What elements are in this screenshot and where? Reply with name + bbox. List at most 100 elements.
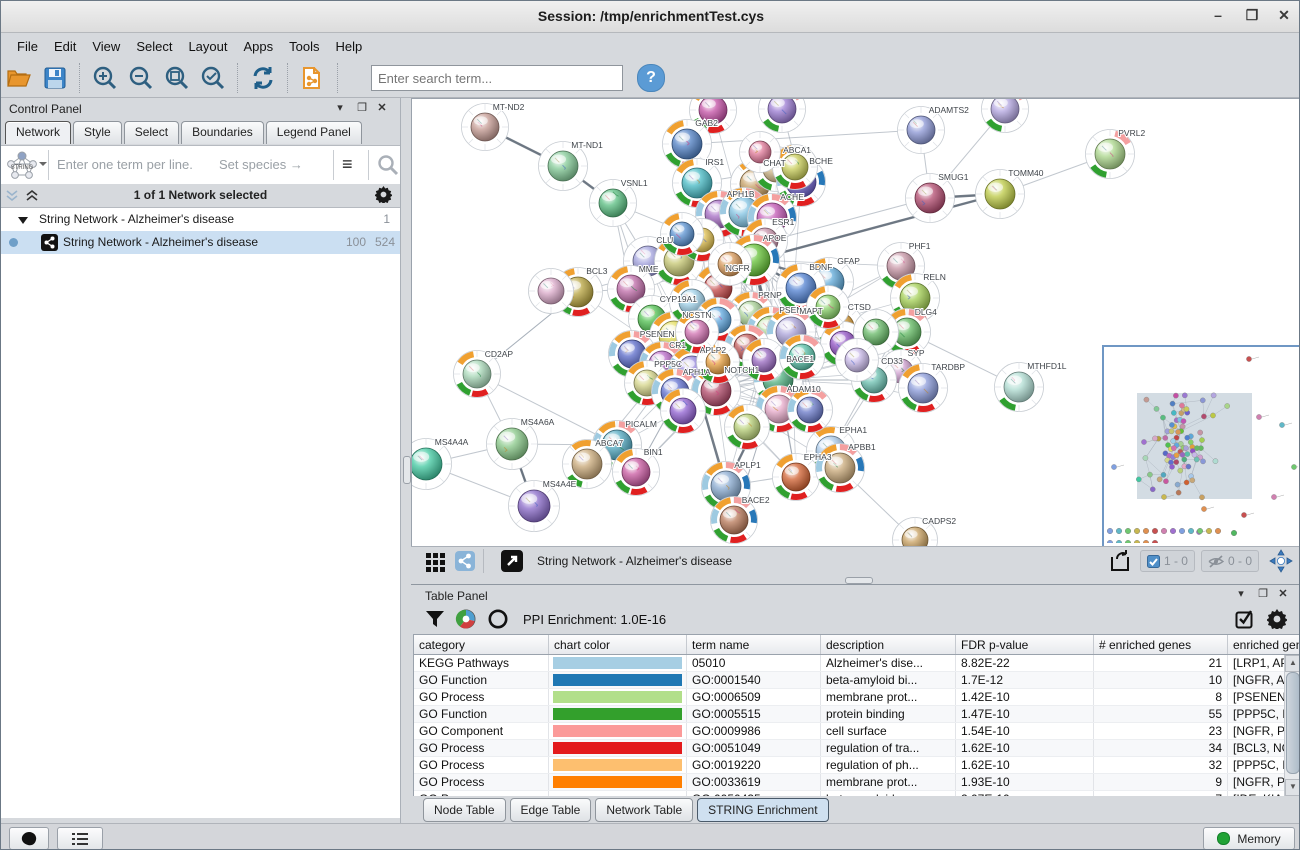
protein-node[interactable]	[905, 173, 955, 223]
column-header-FDR-p-value[interactable]: FDR p-value	[955, 635, 1094, 655]
protein-node[interactable]	[779, 334, 825, 380]
column-header-category[interactable]: category	[414, 635, 549, 655]
save-icon[interactable]	[40, 63, 70, 93]
enrichment-pie-icon[interactable]	[455, 608, 477, 630]
protein-node[interactable]	[772, 453, 820, 501]
string-search-icon[interactable]	[377, 154, 399, 176]
table-row[interactable]: GO Process GO:0051049 regulation of tra...…	[414, 739, 1299, 757]
table-row[interactable]: GO Component GO:0009986 cell surface 1.54E-…	[414, 722, 1299, 740]
protein-node[interactable]	[660, 388, 706, 434]
table-settings-gear-icon[interactable]	[1267, 609, 1287, 629]
column-header-enriched-genes[interactable]: enriched genes	[1227, 635, 1299, 655]
birds-eye-view[interactable]	[1102, 345, 1299, 546]
maximize-button[interactable]: ❐	[1245, 7, 1259, 23]
protein-node[interactable]	[528, 268, 574, 314]
protein-node[interactable]	[1085, 129, 1135, 179]
network-graph[interactable]: MT-ND2 MT-ND1 VSNL1 GAB2 ADAMTS2 PVRL2 SMUG1 TO…	[412, 99, 1300, 546]
scroll-up-icon[interactable]: ▲	[1285, 655, 1299, 672]
table-row[interactable]: GO Process GO:0006509 membrane prot... 1.42…	[414, 688, 1299, 706]
protein-node[interactable]	[892, 517, 938, 547]
cytoscape-logo-button[interactable]	[9, 827, 49, 849]
tab-edge-table[interactable]: Edge Table	[509, 798, 592, 822]
protein-node[interactable]	[742, 338, 786, 382]
network-row-selected[interactable]: String Network - Alzheimer's disease 100…	[1, 231, 400, 254]
protein-node[interactable]	[562, 439, 612, 489]
task-history-button[interactable]	[57, 827, 103, 849]
help-icon[interactable]: ?	[637, 64, 665, 92]
select-columns-icon[interactable]	[1235, 609, 1255, 629]
protein-node[interactable]	[739, 131, 781, 173]
column-header-term-name[interactable]: term name	[686, 635, 821, 655]
network-canvas[interactable]: MT-ND2 MT-ND1 VSNL1 GAB2 ADAMTS2 PVRL2 SMUG1 TO…	[411, 98, 1300, 546]
protein-node[interactable]	[975, 169, 1025, 219]
export-network-icon[interactable]	[1108, 549, 1134, 573]
network-collection-row[interactable]: String Network - Alzheimer's disease 1	[1, 208, 400, 231]
protein-node[interactable]	[675, 310, 719, 354]
protein-node[interactable]	[758, 99, 806, 133]
protein-node[interactable]	[806, 285, 850, 329]
open-in-string-icon[interactable]	[501, 550, 523, 572]
search-input[interactable]	[371, 65, 623, 91]
collapse-all-icon[interactable]	[5, 188, 23, 203]
table-row[interactable]: GO Process GO:0050435beta-amyloid m...2.0…	[414, 790, 1299, 796]
tab-string-enrichment[interactable]: STRING Enrichment	[697, 798, 829, 822]
protein-node[interactable]	[981, 99, 1029, 133]
pan-navigator-icon[interactable]	[1269, 549, 1293, 573]
protein-node[interactable]	[772, 144, 818, 190]
protein-node[interactable]	[898, 363, 948, 413]
clone-network-icon[interactable]	[298, 63, 328, 93]
splitter-handle[interactable]	[845, 577, 873, 584]
menu-item-edit[interactable]: Edit	[53, 38, 77, 54]
term-input[interactable]: Enter one term per line.	[57, 157, 193, 172]
string-dropdown-caret[interactable]	[39, 162, 47, 170]
protein-node[interactable]	[897, 106, 945, 154]
column-header-chart-color[interactable]: chart color	[548, 635, 687, 655]
close-button[interactable]: ✕	[1278, 7, 1290, 23]
menu-item-help[interactable]: Help	[335, 38, 363, 54]
restore-panel-icon[interactable]: ❐	[1258, 588, 1268, 600]
restore-panel-icon[interactable]: ❐	[357, 102, 367, 114]
protein-node[interactable]	[787, 387, 833, 433]
protein-node[interactable]	[508, 480, 560, 532]
menu-item-apps[interactable]: Apps	[243, 38, 274, 54]
protein-node[interactable]	[612, 448, 660, 496]
menu-item-layout[interactable]: Layout	[188, 38, 228, 54]
clear-rings-icon[interactable]	[487, 608, 509, 630]
panel-splitter-horizontal[interactable]	[411, 575, 1299, 584]
column-header-description[interactable]: description	[820, 635, 956, 655]
open-file-icon[interactable]	[4, 63, 34, 93]
menu-item-view[interactable]: View	[92, 38, 121, 54]
tab-select[interactable]: Select	[123, 121, 180, 144]
menu-item-select[interactable]: Select	[136, 38, 173, 54]
table-row[interactable]: KEGG Pathways 05010 Alzheimer's dise... 8.8…	[414, 654, 1299, 672]
memory-button[interactable]: Memory	[1203, 827, 1295, 849]
scroll-down-icon[interactable]: ▼	[1285, 779, 1299, 796]
tab-node-table[interactable]: Node Table	[423, 798, 506, 822]
protein-node[interactable]	[461, 103, 509, 151]
network-options-gear-icon[interactable]	[375, 186, 392, 203]
scroll-thumb[interactable]	[1286, 672, 1299, 774]
tab-style[interactable]: Style	[73, 121, 122, 144]
minimize-button[interactable]: –	[1214, 7, 1222, 23]
protein-node[interactable]	[486, 418, 538, 470]
splitter-handle[interactable]	[403, 456, 411, 484]
tree-expander-icon[interactable]	[17, 215, 29, 225]
protein-node[interactable]	[994, 362, 1044, 412]
protein-node[interactable]	[708, 242, 752, 286]
close-panel-icon[interactable]: ✕	[1278, 588, 1288, 600]
title-bar[interactable]: Session: /tmp/enrichmentTest.cys – ❐ ✕	[1, 1, 1299, 33]
protein-node[interactable]	[662, 119, 712, 169]
string-share-icon[interactable]	[455, 551, 475, 571]
zoom-out-icon[interactable]	[126, 63, 156, 93]
protein-node[interactable]	[835, 338, 879, 382]
float-panel-icon[interactable]: ▾	[337, 102, 343, 114]
protein-node[interactable]	[660, 212, 704, 256]
protein-node[interactable]	[412, 438, 452, 490]
refresh-icon[interactable]	[248, 63, 278, 93]
tab-network[interactable]: Network	[5, 121, 72, 144]
menu-item-file[interactable]: File	[17, 38, 38, 54]
table-row[interactable]: GO Function GO:0005515 protein binding 1.47…	[414, 705, 1299, 723]
options-menu-icon[interactable]: ≡	[342, 154, 353, 174]
menu-item-tools[interactable]: Tools	[289, 38, 320, 54]
table-row[interactable]: GO Function GO:0001540 beta-amyloid bi... 1…	[414, 671, 1299, 689]
